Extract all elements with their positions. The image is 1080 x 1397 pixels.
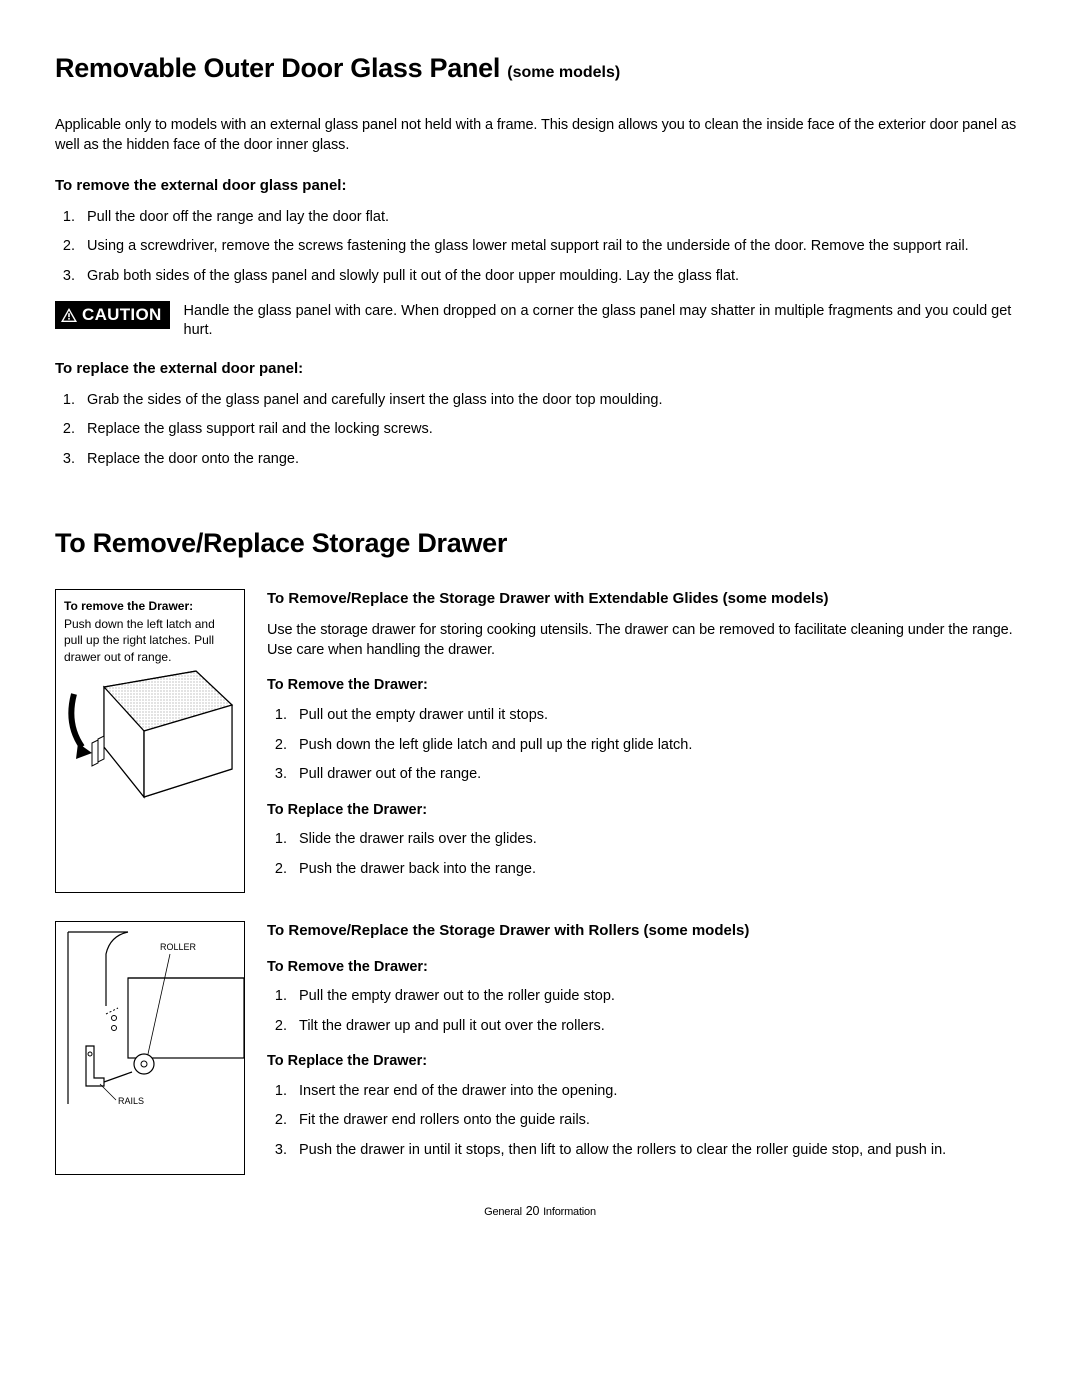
caution-text: Handle the glass panel with care. When d…: [184, 301, 1025, 341]
fig-a-text: Push down the left latch and pull up the…: [64, 616, 236, 665]
block-b-text: To Remove/Replace the Storage Drawer wit…: [267, 921, 1025, 1174]
drawer-glides-illustration: [64, 669, 236, 804]
remove-glass-steps: Pull the door off the range and lay the …: [55, 208, 1025, 287]
list-item: Pull out the empty drawer until it stops…: [291, 706, 1025, 726]
block-b-remove-head: To Remove the Drawer:: [267, 958, 1025, 978]
block-a-intro: Use the storage drawer for storing cooki…: [267, 621, 1025, 660]
warning-icon: [61, 308, 77, 322]
block-a-remove-head: To Remove the Drawer:: [267, 676, 1025, 696]
figure-drawer-glides: To remove the Drawer: Push down the left…: [55, 589, 245, 893]
list-item: Insert the rear end of the drawer into t…: [291, 1082, 1025, 1102]
footer-left: General: [484, 1206, 522, 1218]
rails-label: RAILS: [118, 1096, 144, 1106]
caution-label: CAUTION: [82, 304, 162, 327]
list-item: Grab both sides of the glass panel and s…: [79, 267, 1025, 287]
block-a-remove-steps: Pull out the empty drawer until it stops…: [267, 706, 1025, 785]
block-a-text: To Remove/Replace the Storage Drawer wit…: [267, 589, 1025, 893]
list-item: Push the drawer back into the range.: [291, 860, 1025, 880]
section1-intro: Applicable only to models with an extern…: [55, 116, 1025, 155]
title-main: Removable Outer Door Glass Panel: [55, 53, 500, 83]
list-item: Pull drawer out of the range.: [291, 765, 1025, 785]
list-item: Push down the left glide latch and pull …: [291, 736, 1025, 756]
caution-badge: CAUTION: [55, 301, 170, 330]
list-item: Tilt the drawer up and pull it out over …: [291, 1017, 1025, 1037]
block-b: ROLLER RAILS To Remove/Replace the Stora…: [55, 921, 1025, 1174]
list-item: Replace the glass support rail and the l…: [79, 420, 1025, 440]
block-a: To remove the Drawer: Push down the left…: [55, 589, 1025, 893]
list-item: Slide the drawer rails over the glides.: [291, 830, 1025, 850]
block-a-replace-head: To Replace the Drawer:: [267, 801, 1025, 821]
remove-glass-head: To remove the external door glass panel:: [55, 176, 1025, 196]
caution-row: CAUTION Handle the glass panel with care…: [55, 301, 1025, 341]
footer-page: 20: [526, 1204, 540, 1218]
fig-a-title: To remove the Drawer:: [64, 598, 236, 614]
block-b-remove-steps: Pull the empty drawer out to the roller …: [267, 987, 1025, 1036]
roller-label: ROLLER: [160, 942, 197, 952]
list-item: Replace the door onto the range.: [79, 450, 1025, 470]
replace-panel-steps: Grab the sides of the glass panel and ca…: [55, 391, 1025, 470]
list-item: Pull the empty drawer out to the roller …: [291, 987, 1025, 1007]
list-item: Grab the sides of the glass panel and ca…: [79, 391, 1025, 411]
drawer-rollers-illustration: ROLLER RAILS: [56, 926, 244, 1112]
block-b-replace-head: To Replace the Drawer:: [267, 1052, 1025, 1072]
list-item: Push the drawer in until it stops, then …: [291, 1141, 1025, 1161]
block-b-head: To Remove/Replace the Storage Drawer wit…: [267, 921, 1025, 941]
title-sub: (some models): [507, 64, 620, 81]
list-item: Pull the door off the range and lay the …: [79, 208, 1025, 228]
section2-title: To Remove/Replace Storage Drawer: [55, 525, 1025, 561]
figure-drawer-rollers: ROLLER RAILS: [55, 921, 245, 1174]
block-a-replace-steps: Slide the drawer rails over the glides. …: [267, 830, 1025, 879]
replace-panel-head: To replace the external door panel:: [55, 359, 1025, 379]
footer-right: Information: [543, 1206, 596, 1218]
block-a-head: To Remove/Replace the Storage Drawer wit…: [267, 589, 1025, 609]
list-item: Using a screwdriver, remove the screws f…: [79, 237, 1025, 257]
block-b-replace-steps: Insert the rear end of the drawer into t…: [267, 1082, 1025, 1161]
section1-title: Removable Outer Door Glass Panel (some m…: [55, 50, 1025, 86]
page-footer: General 20 Information: [55, 1203, 1025, 1220]
list-item: Fit the drawer end rollers onto the guid…: [291, 1111, 1025, 1131]
